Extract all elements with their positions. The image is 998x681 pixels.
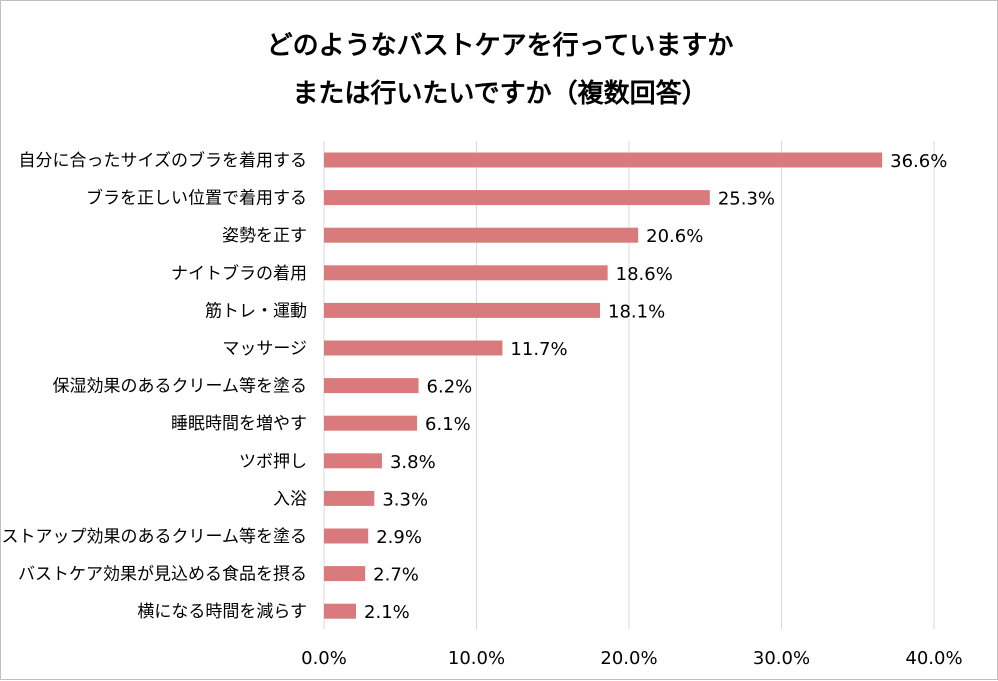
bar xyxy=(324,190,710,206)
data-label: 20.6% xyxy=(646,226,703,247)
x-tick-label: 0.0% xyxy=(301,648,347,669)
x-tick-label: 30.0% xyxy=(753,648,810,669)
category-label: ブラを正しい位置で着用する xyxy=(86,188,307,209)
bar xyxy=(324,152,883,168)
bar xyxy=(324,490,375,506)
data-label: 11.7% xyxy=(510,339,567,360)
category-label: バストケア効果が見込める食品を摂る xyxy=(18,565,307,585)
bar xyxy=(324,528,369,544)
data-label: 3.8% xyxy=(390,452,436,473)
x-tick-label: 40.0% xyxy=(905,648,962,669)
x-tick-label: 20.0% xyxy=(600,648,657,669)
category-label: バストアップ効果のあるクリーム等を塗る xyxy=(1,526,307,547)
category-label: 睡眠時間を増やす xyxy=(171,414,307,434)
bar xyxy=(324,453,382,469)
chart-title-line-2: または行いたいですか（複数回答） xyxy=(292,79,708,109)
chart-title-line-1: どのようなバストケアを行っていますか xyxy=(266,31,734,61)
data-label: 2.9% xyxy=(376,527,422,548)
x-tick-label: 10.0% xyxy=(448,648,505,669)
category-label: 自分に合ったサイズのブラを着用する xyxy=(19,150,308,171)
bar xyxy=(324,227,639,243)
bar xyxy=(324,340,503,356)
data-label: 18.1% xyxy=(608,301,665,322)
category-label: 横になる時間を減らす xyxy=(137,602,307,622)
bar xyxy=(324,603,357,619)
data-label: 6.2% xyxy=(427,377,473,398)
bar xyxy=(324,378,419,394)
data-label: 2.1% xyxy=(364,602,410,623)
category-label: ツボ押し xyxy=(239,452,307,472)
data-label: 25.3% xyxy=(718,189,775,210)
category-label: 姿勢を正す xyxy=(222,226,307,246)
category-label: ナイトブラの着用 xyxy=(171,263,307,284)
category-label: マッサージ xyxy=(222,339,307,359)
bar xyxy=(324,265,608,281)
data-label: 36.6% xyxy=(890,151,947,172)
data-label: 2.7% xyxy=(373,565,419,586)
bar xyxy=(324,415,418,431)
data-label: 3.3% xyxy=(382,489,428,510)
category-label: 筋トレ・運動 xyxy=(205,301,307,321)
data-label: 18.6% xyxy=(616,264,673,285)
bar xyxy=(324,566,366,582)
category-label: 保湿効果のあるクリーム等を塗る xyxy=(53,376,308,397)
category-label: 入浴 xyxy=(273,489,307,509)
data-label: 6.1% xyxy=(425,414,471,435)
bar xyxy=(324,302,601,318)
